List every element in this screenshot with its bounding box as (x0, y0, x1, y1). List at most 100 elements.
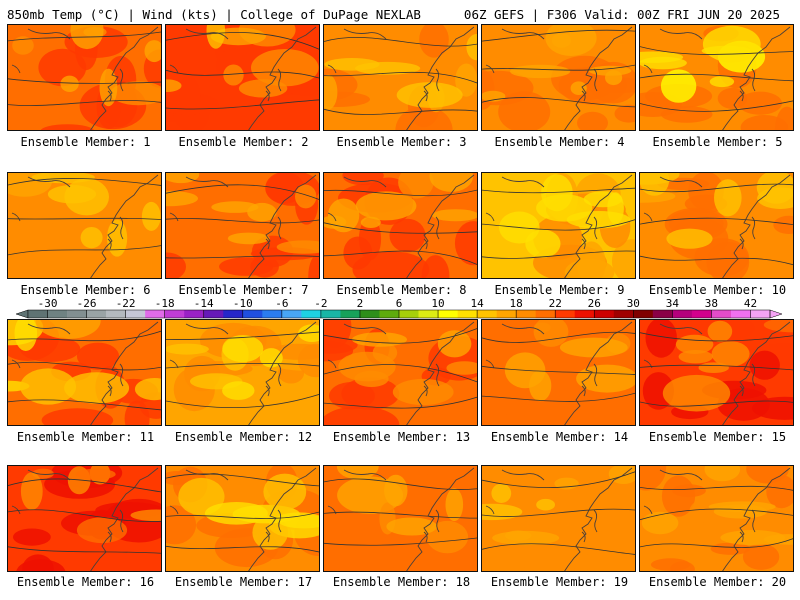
lake-outline (485, 359, 495, 369)
bay-outline (119, 363, 124, 387)
cool-region (360, 216, 381, 228)
warm-region (324, 320, 352, 348)
cool-region (276, 240, 319, 254)
bay-outline (277, 216, 282, 240)
lake-outline (11, 505, 21, 515)
great-lakes-outline (343, 323, 387, 335)
warm-region (428, 52, 461, 87)
height-contour (8, 31, 161, 42)
bay-outline (739, 238, 744, 250)
cool-region (12, 36, 34, 55)
warm-region (51, 209, 87, 233)
ensemble-member-map (639, 465, 794, 572)
lake-outline (485, 64, 495, 74)
warm-region (324, 406, 400, 425)
height-contour (8, 217, 161, 220)
great-lakes-outline (501, 28, 545, 40)
height-contour (166, 473, 319, 487)
height-contour (324, 364, 477, 383)
cool-region (446, 361, 477, 375)
warm-region (498, 91, 551, 130)
cool-region (222, 381, 255, 400)
cool-region (491, 483, 512, 503)
colorbar-tick-label: 14 (470, 297, 484, 310)
cool-region (763, 320, 793, 333)
cool-region (504, 530, 532, 541)
colorbar-bin (340, 310, 361, 318)
cool-region (396, 82, 463, 108)
lake-outline (169, 64, 179, 74)
cool-region (533, 322, 551, 333)
warm-region (389, 218, 426, 253)
lake-outline (169, 212, 179, 222)
colorbar-bin (730, 310, 751, 318)
lake-outline (11, 64, 21, 74)
temperature-field (640, 173, 793, 278)
colorbar-tick-label: 2 (357, 297, 364, 310)
cool-region (166, 190, 198, 207)
ensemble-member-label: Ensemble Member: 1 (20, 135, 151, 149)
colorbar-max-arrow (769, 309, 783, 319)
warm-region (740, 115, 789, 130)
cool-region (20, 368, 77, 405)
colorbar-bin (496, 310, 517, 318)
bay-outline (581, 531, 586, 543)
ensemble-member-label: Ensemble Member: 20 (648, 575, 787, 589)
height-contour (482, 331, 635, 343)
lake-outline (643, 359, 653, 369)
colorbar-bin (145, 310, 165, 318)
cool-region (47, 185, 97, 204)
colorbar-tick-label: -22 (116, 297, 136, 310)
ensemble-member-label: Ensemble Member: 19 (490, 575, 629, 589)
colorbar-bin (262, 310, 283, 318)
ensemble-member-map (7, 172, 162, 279)
cool-region (566, 211, 631, 229)
height-contour (8, 478, 161, 493)
warm-region (502, 382, 570, 425)
cool-region (130, 509, 161, 522)
colorbar-bin (691, 310, 712, 318)
coastline (90, 26, 159, 130)
warm-region (645, 320, 677, 358)
height-contour (166, 99, 319, 110)
cool-region (223, 64, 244, 86)
bay-outline (119, 216, 124, 240)
warm-region (482, 560, 528, 571)
temperature-field (640, 320, 793, 425)
bay-outline (739, 385, 744, 397)
colorbar-min-arrow (15, 309, 29, 319)
warm-region (265, 173, 305, 204)
warm-region (522, 484, 548, 521)
ensemble-member-label: Ensemble Member: 14 (490, 430, 629, 444)
height-contour (482, 187, 635, 194)
ensemble-member-label: Ensemble Member: 18 (332, 575, 471, 589)
coastline (248, 321, 317, 425)
colorbar-tick-label: -10 (233, 297, 253, 310)
lake-outline (643, 212, 653, 222)
cool-region (166, 173, 200, 184)
cool-region (251, 49, 319, 87)
height-contour (482, 219, 635, 231)
warm-region (599, 405, 632, 425)
colorbar-bin (477, 310, 497, 318)
height-contour (640, 46, 793, 55)
ensemble-member-map (323, 465, 478, 572)
cool-region (713, 504, 768, 519)
cool-region (678, 350, 713, 364)
cool-region (605, 70, 623, 86)
colorbar-tick-label: 10 (431, 297, 444, 310)
coastline (564, 26, 633, 130)
cool-region (222, 335, 264, 363)
lake-outline (327, 212, 337, 222)
cool-region (211, 201, 259, 213)
cool-region (714, 179, 742, 217)
warm-region (742, 543, 780, 570)
warm-region (297, 343, 319, 378)
cool-region (324, 74, 338, 110)
warm-region (640, 466, 667, 491)
height-contour (8, 509, 161, 522)
great-lakes-outline (659, 323, 703, 335)
coastline (406, 174, 475, 278)
height-contour (8, 361, 161, 371)
cool-region (536, 498, 555, 511)
